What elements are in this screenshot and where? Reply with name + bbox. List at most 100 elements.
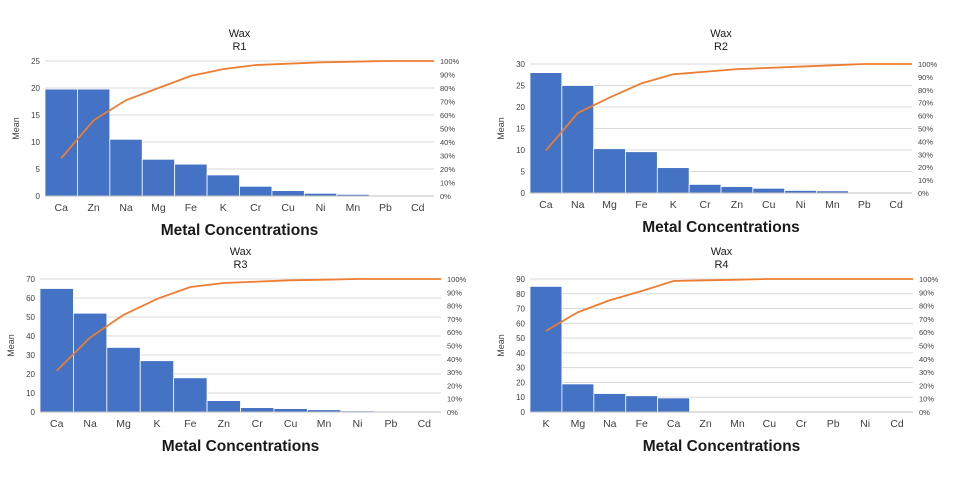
bar-cr [688,183,722,194]
x-tick-label: Cr [700,199,712,211]
y-tick-label: 10 [516,146,525,155]
bar-fe [625,151,658,194]
chart-subtitle: R4 [714,259,728,271]
chart-subtitle: R2 [714,41,728,53]
x-tick-label: Mn [317,418,332,430]
y-tick-label: 0 [36,192,41,201]
x-tick-label: Ca [50,418,64,430]
y2-tick-label: 100% [447,275,467,284]
y2-tick-label: 10% [918,176,933,185]
bar-cu [271,190,305,197]
y-axis-label: Mean [496,117,506,140]
y2-tick-label: 70% [447,315,462,324]
y-tick-label: 15 [31,111,40,120]
x-tick-label: K [542,418,549,430]
x-axis-label: Metal Concentrations [643,438,801,455]
x-tick-label: Cu [281,202,295,214]
x-tick-label: Pb [379,202,392,214]
x-axis-label: Metal Concentrations [642,219,800,236]
x-tick-label: Pb [384,418,397,430]
x-tick-label: Cd [890,418,904,430]
x-tick-label: Na [603,418,617,430]
y2-tick-label: 80% [918,86,933,95]
y2-tick-label: 80% [919,302,934,311]
y2-tick-label: 20% [447,381,462,390]
y-tick-label: 60 [516,319,525,328]
x-tick-label: Zn [218,418,230,430]
y2-tick-label: 0% [440,192,451,201]
y2-tick-label: 10% [440,179,455,188]
x-tick-label: K [153,418,160,430]
y-tick-label: 10 [516,393,525,402]
bar-mg [593,148,626,194]
x-tick-label: Cd [889,199,903,211]
y-tick-label: 50 [26,313,35,322]
x-tick-label: Na [119,202,133,214]
x-tick-label: Fe [185,202,197,214]
y2-tick-label: 30% [440,152,455,161]
x-tick-label: K [670,199,677,211]
y-tick-label: 30 [516,364,525,373]
y-tick-label: 25 [516,82,525,91]
y-tick-label: 20 [516,103,525,112]
y2-tick-label: 40% [447,355,462,364]
x-tick-label: Cr [250,202,262,214]
bar-fe [625,395,659,413]
y2-tick-label: 90% [447,288,462,297]
y2-tick-label: 60% [919,328,934,337]
y-tick-label: 20 [26,370,35,379]
chart-title: Wax [710,28,732,40]
bar-cr [239,185,273,197]
x-tick-label: Fe [184,418,196,430]
y2-tick-label: 50% [440,125,455,134]
x-tick-label: Cr [796,418,808,430]
chart-title: Wax [711,246,733,258]
bar-zn [206,400,241,413]
y-tick-label: 20 [516,378,525,387]
y2-tick-label: 60% [918,112,933,121]
bar-na [73,312,108,413]
y2-tick-label: 0% [447,408,458,417]
bar-ca [39,288,74,413]
bar-mg [141,158,176,197]
y-tick-label: 15 [516,125,525,134]
x-tick-label: Mg [602,199,617,211]
cumulative-percent-line [545,278,913,332]
bar-zn [77,88,111,197]
y2-tick-label: 50% [918,125,933,134]
x-tick-label: Ni [860,418,870,430]
y2-tick-label: 50% [919,342,934,351]
y-tick-label: 60 [26,294,35,303]
y-tick-label: 80 [516,290,525,299]
y-tick-label: 10 [31,138,40,147]
x-tick-label: Zn [731,199,743,211]
x-tick-label: Mg [151,202,166,214]
bar-fe [174,163,208,197]
bar-k [206,174,240,197]
x-tick-label: Zn [699,418,711,430]
x-tick-label: Cd [411,202,425,214]
y-tick-label: 70 [516,305,525,314]
y2-tick-label: 100% [918,60,938,69]
y-axis-label: Mean [11,117,21,140]
bar-k [529,285,563,413]
y2-tick-label: 0% [919,408,930,417]
y-tick-label: 5 [36,165,41,174]
y2-tick-label: 90% [440,71,455,80]
x-tick-label: Cu [762,199,776,211]
y2-tick-label: 40% [919,355,934,364]
y-tick-label: 5 [521,168,526,177]
bar-na [593,393,627,413]
y-tick-label: 0 [521,189,526,198]
y-tick-label: 40 [516,349,525,358]
x-tick-label: K [220,202,227,214]
y2-tick-label: 100% [440,57,460,66]
y-tick-label: 20 [31,84,40,93]
y2-tick-label: 20% [919,381,934,390]
y2-tick-label: 10% [919,395,934,404]
y2-tick-label: 90% [919,288,934,297]
y-tick-label: 10 [26,389,35,398]
bar-cu [752,187,786,194]
y2-tick-label: 50% [447,342,462,351]
